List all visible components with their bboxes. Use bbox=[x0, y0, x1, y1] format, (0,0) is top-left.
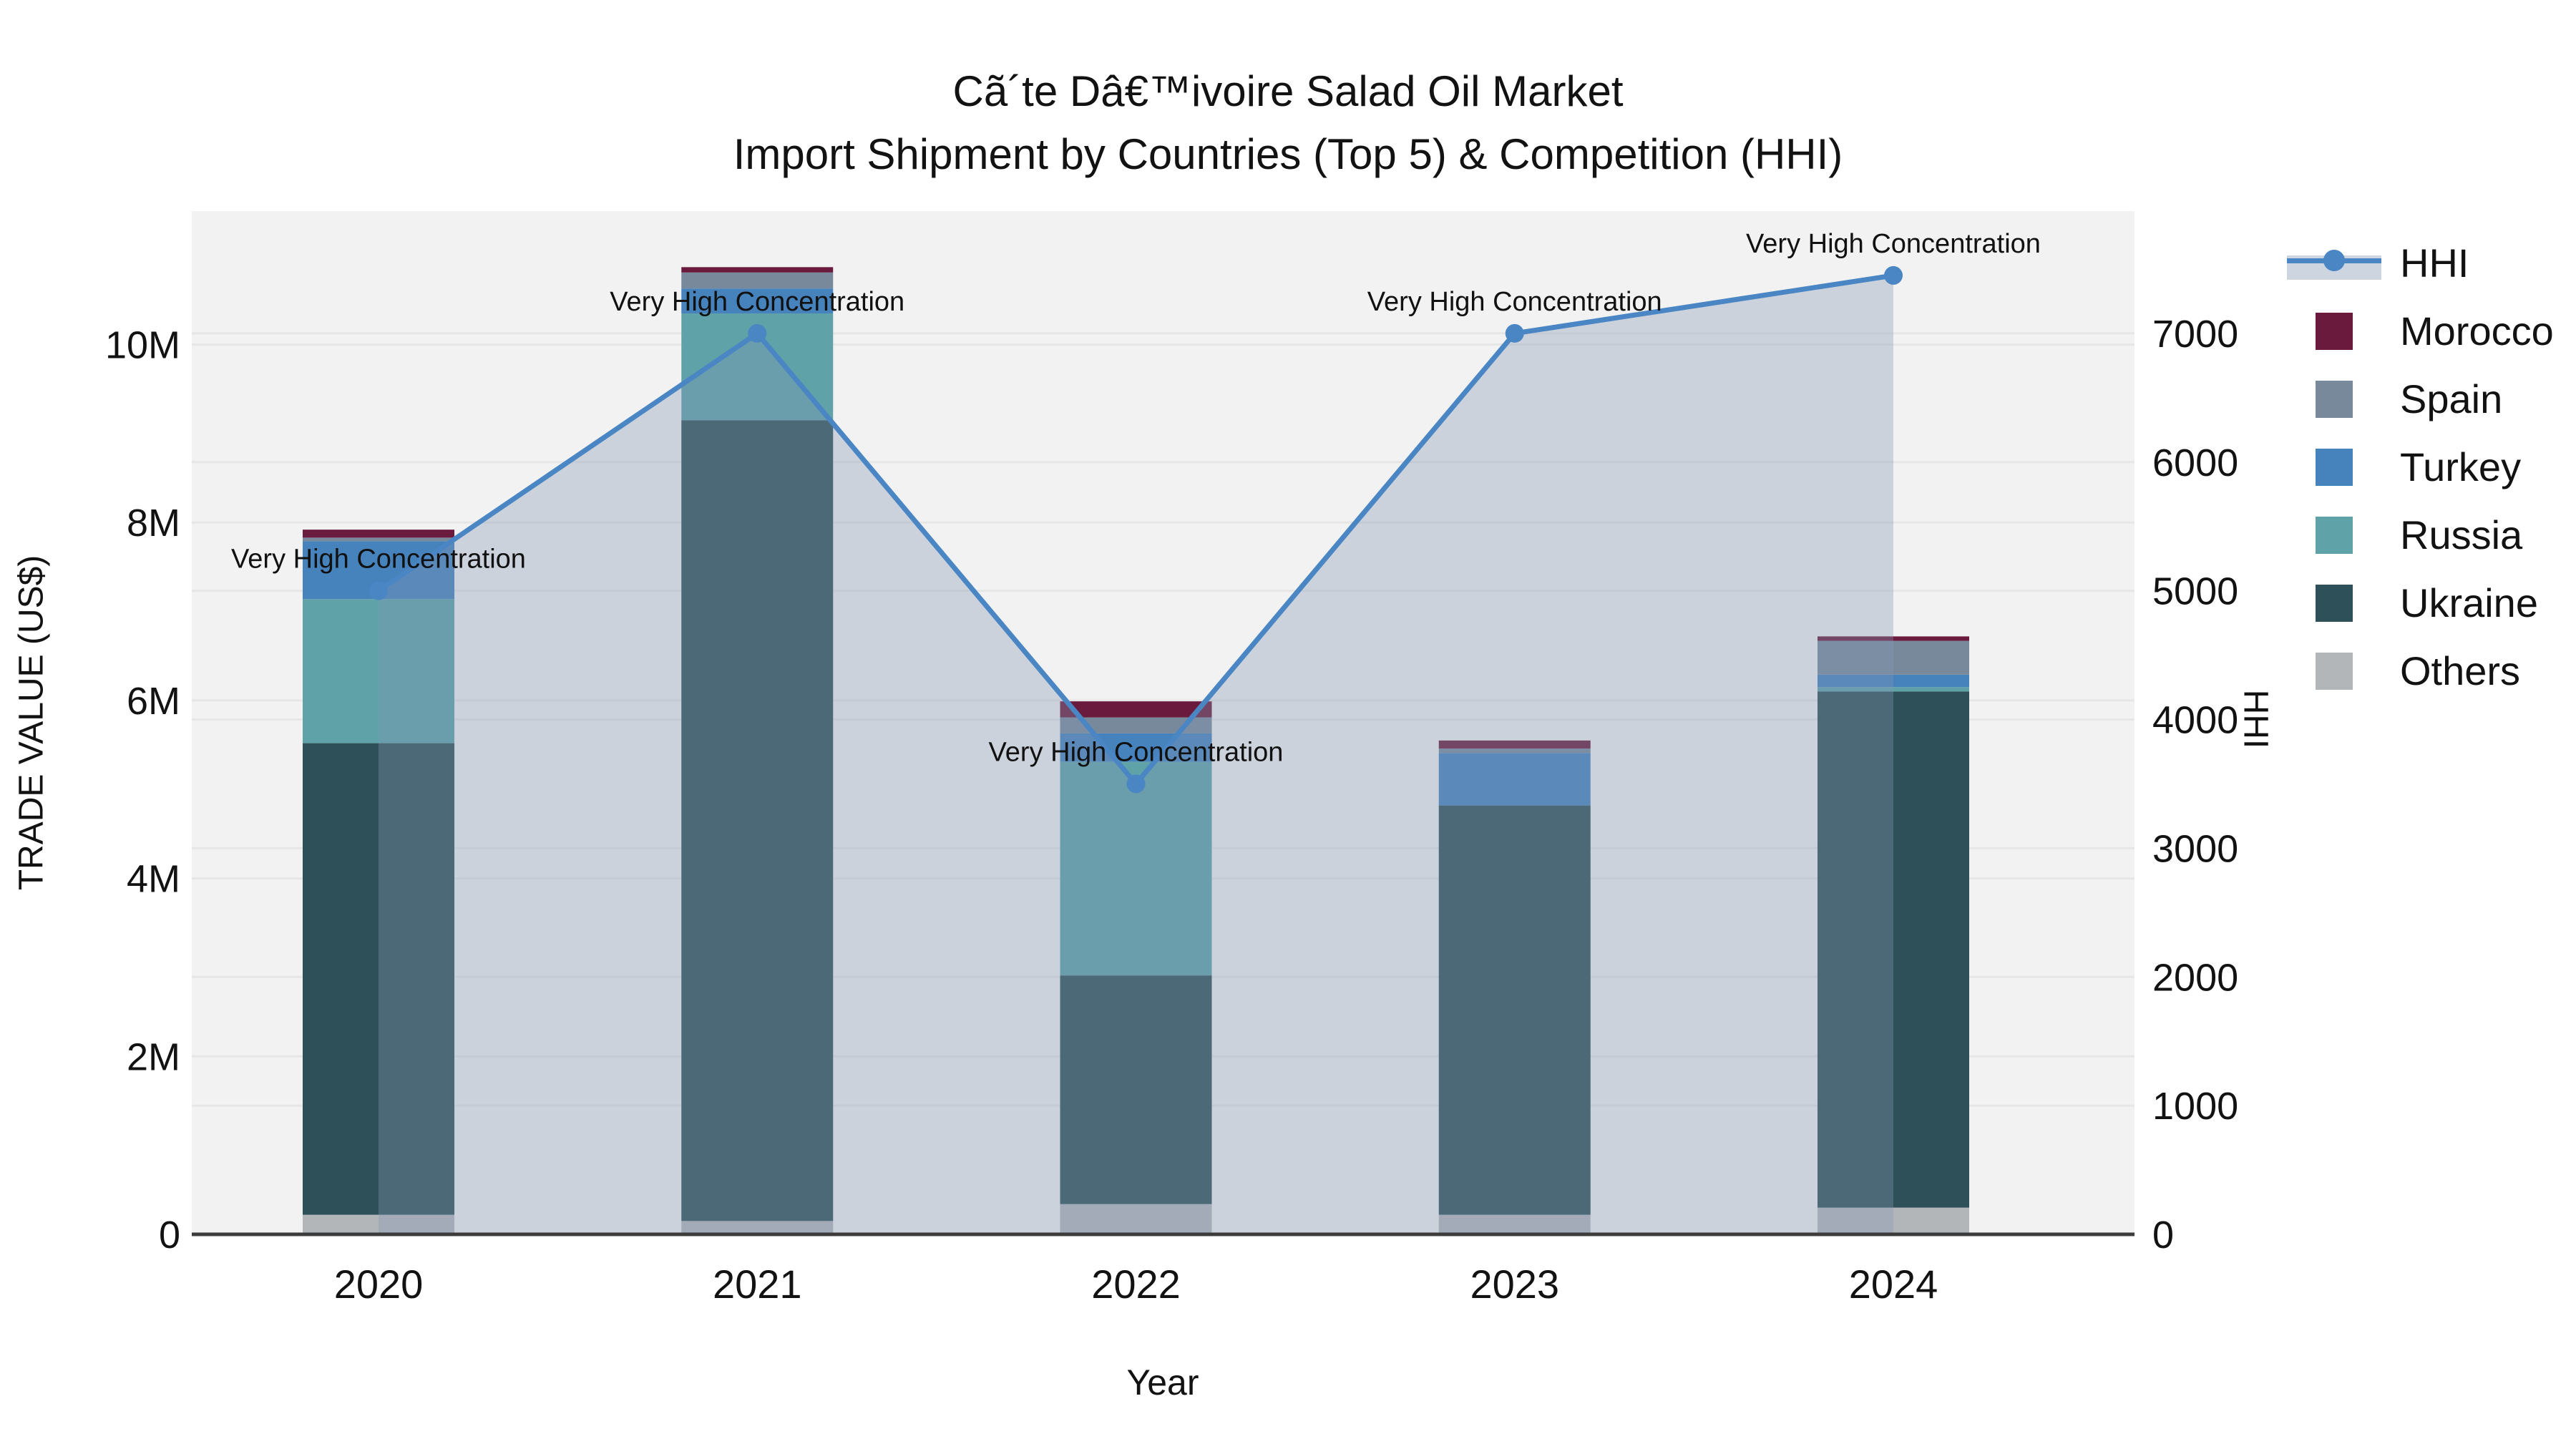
y-tick-label: 2M bbox=[127, 1035, 180, 1078]
y2-tick-label: 5000 bbox=[2152, 570, 2238, 613]
y2-tick-label: 6000 bbox=[2152, 441, 2238, 484]
legend: HHI Morocco Spain Turkey Russia Ukraine … bbox=[2287, 229, 2554, 705]
legend-label: HHI bbox=[2400, 240, 2469, 286]
legend-label: Turkey bbox=[2400, 444, 2522, 489]
legend-label: Morocco bbox=[2400, 308, 2554, 353]
bar-segment[interactable] bbox=[1818, 640, 1969, 675]
spain-swatch-icon bbox=[2316, 380, 2353, 418]
bar-series-turkey[interactable] bbox=[303, 288, 1969, 806]
bar-series-spain[interactable] bbox=[303, 272, 1969, 753]
legend-item-turkey[interactable]: Turkey bbox=[2287, 433, 2554, 501]
legend-label: Russia bbox=[2400, 512, 2523, 557]
hhi-line-sample-icon bbox=[2287, 245, 2381, 282]
bar-segment[interactable] bbox=[681, 420, 834, 1221]
bar-segment[interactable] bbox=[303, 599, 454, 743]
y-tick-label: 4M bbox=[127, 858, 180, 901]
annotations: Very High Concentration Very High Concent… bbox=[231, 229, 2041, 768]
bar-segment[interactable] bbox=[1818, 636, 1969, 641]
y2-tick-label: 1000 bbox=[2152, 1085, 2238, 1128]
y2-axis-title: HHI bbox=[2236, 689, 2275, 749]
chart-title: Cã´te Dâ€™ivoire Salad Oil Market Import… bbox=[0, 60, 2576, 186]
bar-segment[interactable] bbox=[681, 288, 834, 313]
legend-item-morocco[interactable]: Morocco bbox=[2287, 297, 2554, 365]
y2-tick-label: 7000 bbox=[2152, 313, 2238, 356]
turkey-swatch-icon bbox=[2316, 448, 2353, 486]
y-axis-title: TRADE VALUE (US$) bbox=[12, 555, 51, 891]
ukraine-swatch-icon bbox=[2316, 584, 2353, 622]
legend-label: Ukraine bbox=[2400, 580, 2538, 625]
bar-segment[interactable] bbox=[1818, 674, 1969, 688]
x-tick-label: 2022 bbox=[1091, 1262, 1181, 1307]
x-tick-label: 2021 bbox=[713, 1262, 802, 1307]
annotation-label: Very High Concentration bbox=[989, 737, 1284, 767]
bar-segment[interactable] bbox=[1060, 701, 1212, 718]
bar-segment[interactable] bbox=[1060, 1204, 1212, 1234]
legend-item-ukraine[interactable]: Ukraine bbox=[2287, 569, 2554, 637]
hhi-marker[interactable] bbox=[1126, 774, 1146, 794]
y-tick-label: 8M bbox=[127, 502, 180, 545]
y2-tick-label: 2000 bbox=[2152, 956, 2238, 999]
legend-label: Others bbox=[2400, 648, 2521, 693]
chart-title-line2: Import Shipment by Countries (Top 5) & C… bbox=[733, 130, 1843, 178]
legend-item-russia[interactable]: Russia bbox=[2287, 501, 2554, 569]
hhi-markers[interactable] bbox=[369, 265, 1903, 794]
y2-tick-label: 4000 bbox=[2152, 699, 2238, 742]
bar-segment[interactable] bbox=[1818, 687, 1969, 692]
bar-segment[interactable] bbox=[1438, 740, 1591, 749]
bar-series-ukraine[interactable] bbox=[303, 420, 1969, 1221]
bar-segment[interactable] bbox=[303, 1214, 454, 1234]
y-axis-tick-labels: 0 2M 4M 6M 8M 10M bbox=[105, 324, 180, 1257]
bar-segment[interactable] bbox=[1818, 691, 1969, 1208]
bar-series-others[interactable] bbox=[303, 1204, 1969, 1234]
hhi-marker[interactable] bbox=[1884, 265, 1903, 285]
bar-segment[interactable] bbox=[1438, 805, 1591, 1215]
bar-segment[interactable] bbox=[303, 743, 454, 1215]
morocco-swatch-icon bbox=[2316, 312, 2353, 350]
hhi-marker-sample bbox=[2323, 249, 2345, 271]
bar-segment[interactable] bbox=[1060, 975, 1212, 1204]
y-tick-label: 10M bbox=[105, 324, 180, 367]
y2-tick-label: 3000 bbox=[2152, 827, 2238, 870]
annotation-label: Very High Concentration bbox=[231, 545, 526, 575]
bar-segment[interactable] bbox=[1060, 733, 1212, 762]
bar-segment[interactable] bbox=[1818, 1207, 1969, 1234]
bar-segment[interactable] bbox=[1438, 1214, 1591, 1234]
annotation-label: Very High Concentration bbox=[1367, 287, 1662, 317]
legend-item-spain[interactable]: Spain bbox=[2287, 365, 2554, 433]
y-tick-label: 0 bbox=[159, 1214, 180, 1257]
bar-segment[interactable] bbox=[681, 267, 834, 273]
bar-segment[interactable] bbox=[303, 530, 454, 538]
bar-segment[interactable] bbox=[681, 1221, 834, 1234]
hhi-marker[interactable] bbox=[1505, 323, 1524, 343]
legend-label: Spain bbox=[2400, 376, 2503, 421]
x-axis-title: Year bbox=[1126, 1362, 1199, 1402]
hhi-area bbox=[379, 275, 1893, 1234]
bar-segment[interactable] bbox=[1438, 753, 1591, 806]
hhi-marker[interactable] bbox=[748, 323, 767, 343]
bar-segment[interactable] bbox=[303, 537, 454, 542]
bar-segment[interactable] bbox=[1060, 761, 1212, 976]
russia-swatch-icon bbox=[2316, 516, 2353, 554]
y2-tick-label: 0 bbox=[2152, 1214, 2174, 1257]
legend-item-others[interactable]: Others bbox=[2287, 637, 2554, 705]
bar-series-russia[interactable] bbox=[303, 313, 1969, 976]
bar-series-morocco[interactable] bbox=[303, 267, 1969, 749]
x-tick-label: 2023 bbox=[1470, 1262, 1559, 1307]
chart-title-line1: Cã´te Dâ€™ivoire Salad Oil Market bbox=[952, 67, 1624, 115]
x-tick-label: 2020 bbox=[334, 1262, 424, 1307]
annotation-label: Very High Concentration bbox=[610, 287, 904, 317]
bar-segment[interactable] bbox=[681, 272, 834, 289]
legend-item-hhi[interactable]: HHI bbox=[2287, 229, 2554, 297]
others-swatch-icon bbox=[2316, 652, 2353, 690]
annotation-label: Very High Concentration bbox=[1746, 229, 2041, 259]
y2-axis-tick-labels: 0 1000 2000 3000 4000 5000 6000 7000 bbox=[2152, 313, 2238, 1257]
y-tick-label: 6M bbox=[127, 680, 180, 723]
x-axis-tick-labels: 2020 2021 2022 2023 2024 bbox=[334, 1262, 1938, 1307]
x-tick-label: 2024 bbox=[1849, 1262, 1938, 1307]
bar-segment[interactable] bbox=[1438, 748, 1591, 753]
hhi-marker[interactable] bbox=[369, 581, 388, 600]
bar-segment[interactable] bbox=[1060, 717, 1212, 733]
